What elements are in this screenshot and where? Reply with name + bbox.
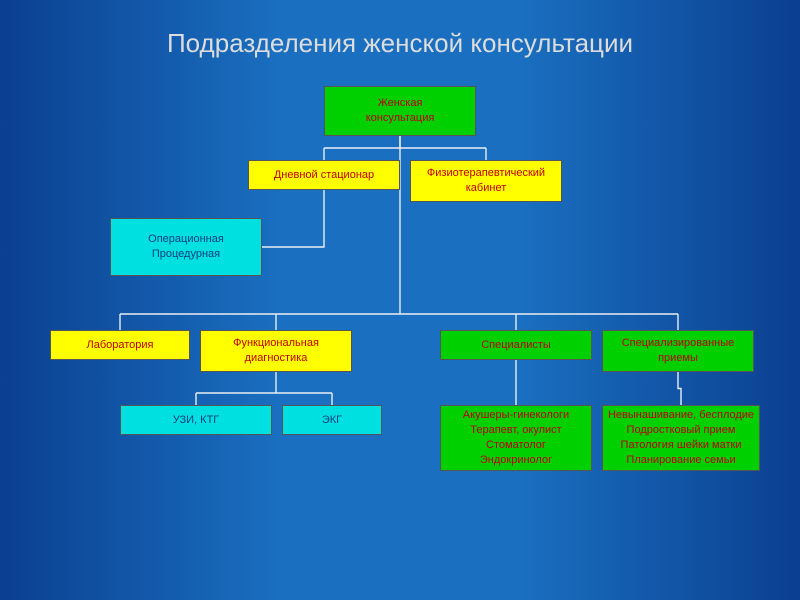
node-text: Функциональная — [233, 336, 319, 351]
node-specrec: Специализированныеприемы — [602, 330, 754, 372]
node-text: Планирование семьи — [626, 453, 735, 468]
node-text: Патология шейки матки — [621, 438, 742, 453]
node-docs: Акушеры-гинекологиТерапевт, окулистСтома… — [440, 405, 592, 471]
node-text: Подростковый прием — [627, 423, 736, 438]
node-text: консультация — [366, 111, 435, 126]
node-root: Женскаяконсультация — [324, 86, 476, 136]
node-text: Операционная — [148, 232, 224, 247]
node-text: Лаборатория — [87, 338, 154, 353]
node-text: Эндокринолог — [480, 453, 552, 468]
org-chart-slide: Подразделения женской консультации Женск… — [0, 0, 800, 600]
node-text: Стоматолог — [486, 438, 546, 453]
node-text: Дневной стационар — [274, 168, 374, 183]
node-text: Специалисты — [481, 338, 551, 353]
node-text: Акушеры-гинекологи — [463, 408, 569, 423]
node-specitems: Невынашивание, бесплодиеПодростковый при… — [602, 405, 760, 471]
node-oper: ОперационнаяПроцедурная — [110, 218, 262, 276]
node-spec: Специалисты — [440, 330, 592, 360]
node-text: Процедурная — [152, 247, 220, 262]
node-text: кабинет — [466, 181, 506, 196]
node-text: Физиотерапевтический — [427, 166, 545, 181]
node-text: УЗИ, КТГ — [173, 413, 220, 428]
node-uzi: УЗИ, КТГ — [120, 405, 272, 435]
node-ekg: ЭКГ — [282, 405, 382, 435]
node-text: диагностика — [245, 351, 308, 366]
node-text: Невынашивание, бесплодие — [608, 408, 754, 423]
node-text: Специализированные — [622, 336, 735, 351]
node-lab: Лаборатория — [50, 330, 190, 360]
slide-title: Подразделения женской консультации — [0, 28, 800, 59]
node-day: Дневной стационар — [248, 160, 400, 190]
node-text: Женская — [378, 96, 423, 111]
node-text: Терапевт, окулист — [470, 423, 561, 438]
node-physio: Физиотерапевтическийкабинет — [410, 160, 562, 202]
node-funcdiag: Функциональнаядиагностика — [200, 330, 352, 372]
node-text: ЭКГ — [322, 413, 342, 428]
node-text: приемы — [658, 351, 698, 366]
